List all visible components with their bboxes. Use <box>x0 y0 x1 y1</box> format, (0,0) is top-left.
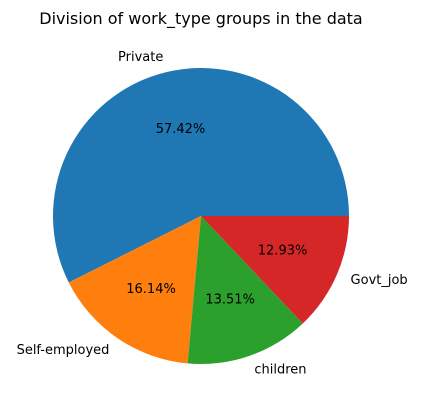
pie-labels: Private Self-employed children Govt_job <box>17 50 408 377</box>
pie-label-private: Private <box>118 50 163 65</box>
pie-label-children: children <box>254 362 306 377</box>
pie-percent-self-employed: 16.14% <box>126 282 176 297</box>
pie-percent-govt-job: 12.93% <box>258 244 308 259</box>
pie-slices <box>53 68 349 364</box>
pie-slice-private <box>53 68 349 283</box>
pie-percent-private: 57.42% <box>156 122 206 137</box>
pie-slice-govt-job <box>201 216 349 324</box>
pie-label-govt-job: Govt_job <box>351 273 408 288</box>
pie-percent-labels: 57.42% 16.14% 13.51% 12.93% <box>126 122 307 307</box>
chart-title: Division of work_type groups in the data <box>39 9 362 29</box>
pie-slice-children <box>187 216 303 364</box>
pie-percent-children: 13.51% <box>205 292 255 307</box>
pie-slice-self-employed <box>68 216 201 364</box>
pie-label-self-employed: Self-employed <box>17 343 110 358</box>
